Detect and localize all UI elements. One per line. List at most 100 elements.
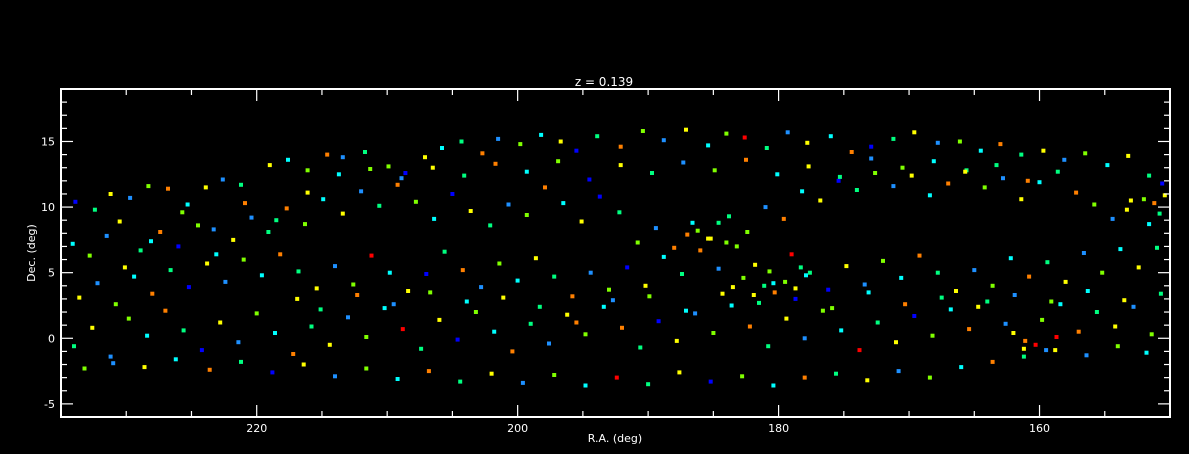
data-point xyxy=(607,287,611,292)
data-point xyxy=(727,214,731,219)
data-point xyxy=(976,304,981,309)
data-point xyxy=(440,146,444,150)
data-point xyxy=(333,264,337,269)
data-point xyxy=(789,252,794,257)
data-point xyxy=(785,130,790,135)
data-point xyxy=(510,349,515,354)
data-point xyxy=(489,371,494,376)
data-point xyxy=(784,316,789,321)
data-point xyxy=(400,327,405,332)
data-point xyxy=(1105,163,1110,168)
data-point xyxy=(994,163,999,168)
data-point xyxy=(274,218,279,223)
x-axis-label: R.A. (deg) xyxy=(588,432,642,445)
data-point xyxy=(520,380,525,385)
data-point xyxy=(954,289,958,293)
data-point xyxy=(552,373,557,377)
data-point xyxy=(771,383,776,388)
data-point xyxy=(382,306,387,311)
data-point xyxy=(724,131,729,136)
data-point xyxy=(793,286,798,291)
data-point xyxy=(111,361,116,366)
data-point xyxy=(757,300,761,305)
data-point xyxy=(1062,157,1067,162)
data-point xyxy=(295,296,300,301)
data-point xyxy=(681,160,686,165)
data-point xyxy=(745,230,750,234)
data-point xyxy=(363,150,367,154)
data-point xyxy=(706,236,711,241)
data-point xyxy=(1110,216,1115,221)
data-point xyxy=(1155,245,1159,250)
data-point xyxy=(203,185,208,190)
data-point xyxy=(900,165,905,170)
data-point xyxy=(259,273,264,278)
data-point xyxy=(751,293,756,297)
data-point xyxy=(214,252,219,257)
data-point xyxy=(978,148,983,153)
data-point xyxy=(87,253,92,258)
data-point xyxy=(985,299,990,304)
data-point xyxy=(395,377,400,381)
data-point xyxy=(459,139,464,144)
data-point xyxy=(82,366,87,371)
data-point xyxy=(223,279,228,284)
x-tick-label: 200 xyxy=(507,422,528,435)
y-tick-label: 15 xyxy=(41,135,55,148)
data-point xyxy=(150,291,155,296)
data-point xyxy=(1081,251,1086,255)
data-point xyxy=(239,182,243,187)
data-point xyxy=(891,136,896,141)
data-point xyxy=(625,265,630,270)
data-point xyxy=(132,274,137,279)
data-point xyxy=(896,369,901,374)
data-point xyxy=(690,220,695,225)
data-point xyxy=(113,302,118,307)
data-point xyxy=(305,190,310,195)
data-point xyxy=(318,307,323,312)
data-point xyxy=(497,261,502,266)
data-point xyxy=(168,268,173,273)
data-point xyxy=(432,216,437,221)
data-point xyxy=(800,189,805,194)
data-point xyxy=(635,240,640,245)
data-point xyxy=(220,177,225,182)
data-point xyxy=(528,321,533,326)
data-point xyxy=(1115,344,1120,349)
data-point xyxy=(558,139,563,144)
data-point xyxy=(524,213,529,217)
data-point xyxy=(793,296,798,301)
data-point xyxy=(122,265,127,270)
data-point xyxy=(1053,348,1058,353)
data-point xyxy=(146,184,151,189)
data-point xyxy=(1001,176,1005,181)
data-point xyxy=(286,157,290,162)
data-point xyxy=(620,325,624,330)
data-point xyxy=(296,269,301,274)
data-point xyxy=(496,136,501,141)
data-point xyxy=(720,291,725,296)
data-point xyxy=(828,134,833,139)
data-point xyxy=(935,140,940,145)
data-point xyxy=(117,219,122,224)
data-point xyxy=(706,143,711,148)
data-point xyxy=(618,163,623,168)
data-point xyxy=(711,331,716,335)
data-point xyxy=(428,290,433,295)
data-point xyxy=(909,173,914,178)
data-point xyxy=(646,382,651,387)
data-point xyxy=(1147,222,1152,227)
data-point xyxy=(875,320,880,325)
data-point xyxy=(693,311,698,316)
data-point xyxy=(638,345,643,350)
data-point xyxy=(1152,201,1157,206)
data-point xyxy=(424,272,429,276)
data-point xyxy=(419,346,424,351)
data-point xyxy=(1008,256,1013,261)
data-point xyxy=(1162,193,1167,198)
data-point xyxy=(524,169,529,174)
data-point xyxy=(927,193,932,198)
data-point xyxy=(423,155,427,160)
data-point xyxy=(565,312,570,317)
